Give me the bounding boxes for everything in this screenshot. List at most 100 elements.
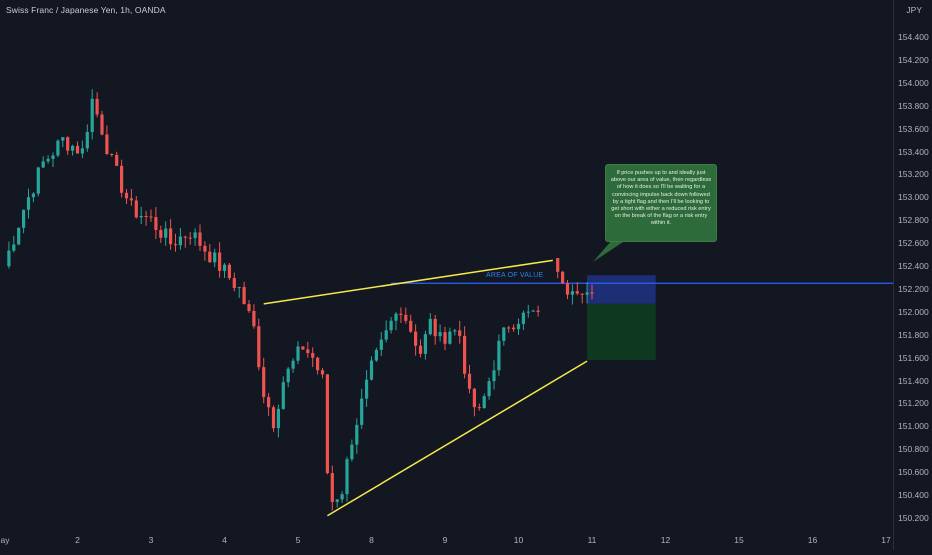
candle-body xyxy=(335,499,339,502)
candle-body xyxy=(139,215,143,218)
candle-body xyxy=(296,346,300,361)
candle-body xyxy=(188,237,192,239)
time-tick-label: 15 xyxy=(734,535,744,545)
upper-trendline xyxy=(263,259,553,305)
time-tick-label: 5 xyxy=(295,535,301,545)
analysis-note[interactable]: If price pushes up to and ideally just a… xyxy=(605,164,717,242)
candle-body xyxy=(120,165,124,193)
candle-body xyxy=(271,407,276,429)
candle-body xyxy=(565,283,570,295)
price-tick-label: 150.200 xyxy=(898,513,929,523)
candle-body xyxy=(90,98,94,133)
candle-body xyxy=(22,209,26,228)
time-tick-label: 2 xyxy=(75,535,80,545)
price-tick-label: 151.600 xyxy=(898,352,929,363)
candle-body xyxy=(320,370,325,375)
candle-body xyxy=(531,310,535,312)
candle-body xyxy=(7,250,11,267)
area-of-value-label: AREA OF VALUE xyxy=(486,272,544,279)
note-pointer xyxy=(593,240,626,262)
candle-body xyxy=(360,398,364,425)
price-tick-label: 150.800 xyxy=(898,444,929,455)
symbol-title: Swiss Franc / Japanese Yen, 1h, OANDA xyxy=(6,5,166,15)
candle-body xyxy=(394,313,398,321)
candle-body xyxy=(590,292,594,294)
candle-body xyxy=(36,167,40,194)
candle-body xyxy=(463,335,467,374)
price-tick-label: 154.000 xyxy=(898,77,929,88)
candle-body xyxy=(31,193,35,198)
stop-loss-zone xyxy=(587,275,656,304)
candle-body xyxy=(316,357,320,371)
candle-body xyxy=(389,320,393,331)
candle-body xyxy=(467,373,472,389)
candle-body xyxy=(232,278,236,289)
candle-body xyxy=(512,327,516,330)
price-tick-label: 152.000 xyxy=(898,306,929,317)
candle-body xyxy=(374,349,378,361)
candle-body xyxy=(556,258,560,272)
candle-body xyxy=(325,374,329,474)
candle-body xyxy=(80,148,84,154)
candle-body xyxy=(110,154,114,156)
candle-body xyxy=(482,396,486,409)
candle-body xyxy=(124,192,129,199)
price-tick-label: 150.600 xyxy=(898,467,929,478)
candle-body xyxy=(178,236,182,246)
candle-body xyxy=(330,473,334,502)
price-tick-label: 151.000 xyxy=(898,421,929,432)
candle-body xyxy=(159,229,163,238)
candle-body xyxy=(423,334,427,354)
candle-body xyxy=(585,292,589,295)
time-tick-label: 4 xyxy=(222,535,227,545)
candle-body xyxy=(183,236,187,238)
price-tick-label: 153.400 xyxy=(898,146,929,157)
candle-body xyxy=(198,232,202,246)
price-tick-label: 152.800 xyxy=(898,215,929,226)
candle-body xyxy=(26,197,31,210)
candle-body xyxy=(404,314,408,321)
price-tick-label: 153.800 xyxy=(898,100,929,111)
candle-body xyxy=(252,310,256,327)
candle-body xyxy=(12,244,16,251)
price-tick-label: 154.400 xyxy=(898,32,929,42)
price-tick-label: 151.200 xyxy=(898,398,929,409)
candle-body xyxy=(536,310,540,312)
candle-body xyxy=(75,145,80,154)
time-tick-label: 9 xyxy=(442,535,448,545)
candle-body xyxy=(154,217,158,230)
candle-body xyxy=(203,245,207,252)
candle-body xyxy=(428,318,432,335)
take-profit-zone xyxy=(587,303,656,360)
candle-body xyxy=(414,331,418,346)
candle-body xyxy=(409,320,413,332)
time-tick-label: 8 xyxy=(369,535,374,545)
candle-body xyxy=(384,330,388,340)
candle-body xyxy=(213,252,217,263)
price-tick-label: 151.800 xyxy=(898,329,929,340)
price-tick-label: 154.200 xyxy=(898,54,929,65)
candle-body xyxy=(193,232,197,239)
candle-body xyxy=(257,326,261,368)
candle-body xyxy=(286,368,290,383)
candle-body xyxy=(173,244,178,246)
candle-body xyxy=(379,339,383,350)
candle-body xyxy=(350,444,354,460)
price-tick-label: 153.000 xyxy=(898,192,929,203)
candle-body xyxy=(267,397,271,408)
candle-body xyxy=(105,134,109,155)
candle-body xyxy=(399,313,403,315)
candle-body xyxy=(66,137,70,151)
candle-body xyxy=(369,360,374,380)
price-tick-label: 152.200 xyxy=(898,283,929,294)
candle-body xyxy=(433,318,437,337)
candle-body xyxy=(237,287,241,289)
candle-body xyxy=(345,459,349,495)
candle-body xyxy=(301,346,305,350)
candle-body xyxy=(129,198,133,201)
price-tick-label: 152.400 xyxy=(898,261,929,272)
candle-body xyxy=(306,349,310,354)
candle-body xyxy=(507,327,511,329)
